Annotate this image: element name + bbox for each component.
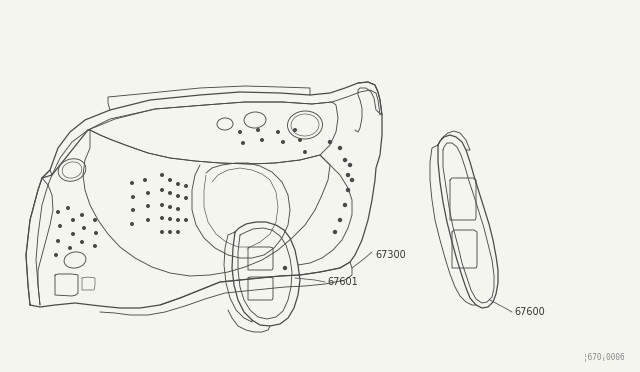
Circle shape xyxy=(349,164,351,167)
Circle shape xyxy=(81,241,83,243)
Circle shape xyxy=(282,141,284,143)
Circle shape xyxy=(177,195,179,197)
Circle shape xyxy=(242,142,244,144)
Circle shape xyxy=(333,231,337,234)
Text: ¦670¡0006: ¦670¡0006 xyxy=(584,353,625,362)
Circle shape xyxy=(83,227,85,229)
Circle shape xyxy=(276,131,279,133)
Circle shape xyxy=(339,218,342,221)
Circle shape xyxy=(346,173,349,176)
Circle shape xyxy=(161,204,163,206)
Circle shape xyxy=(67,207,69,209)
Text: 67601: 67601 xyxy=(327,277,358,287)
Circle shape xyxy=(161,174,163,176)
Circle shape xyxy=(54,254,58,256)
Circle shape xyxy=(169,218,172,220)
Circle shape xyxy=(68,247,71,249)
Circle shape xyxy=(93,245,96,247)
Circle shape xyxy=(161,217,163,219)
Circle shape xyxy=(169,192,172,194)
Circle shape xyxy=(147,205,149,207)
Circle shape xyxy=(344,203,346,206)
Circle shape xyxy=(185,185,188,187)
Circle shape xyxy=(339,147,342,150)
Circle shape xyxy=(185,197,188,199)
Circle shape xyxy=(95,232,97,234)
Circle shape xyxy=(72,219,74,221)
Circle shape xyxy=(144,179,147,181)
Circle shape xyxy=(81,214,83,216)
Text: 67600: 67600 xyxy=(514,307,545,317)
Circle shape xyxy=(294,129,296,131)
Circle shape xyxy=(304,151,307,153)
Circle shape xyxy=(93,219,96,221)
Circle shape xyxy=(169,231,172,233)
Circle shape xyxy=(72,233,74,235)
Circle shape xyxy=(161,189,163,191)
Circle shape xyxy=(57,240,60,242)
Circle shape xyxy=(346,189,349,192)
Circle shape xyxy=(328,141,332,144)
Circle shape xyxy=(132,209,134,211)
Circle shape xyxy=(177,183,179,185)
Circle shape xyxy=(177,219,179,221)
Circle shape xyxy=(260,139,263,141)
Circle shape xyxy=(284,266,287,269)
Circle shape xyxy=(59,225,61,227)
Circle shape xyxy=(147,219,149,221)
Circle shape xyxy=(351,179,353,182)
Circle shape xyxy=(257,129,259,131)
Circle shape xyxy=(147,192,149,194)
Circle shape xyxy=(131,223,133,225)
Circle shape xyxy=(57,211,60,213)
Circle shape xyxy=(177,231,179,233)
Text: 67300: 67300 xyxy=(375,250,406,260)
Circle shape xyxy=(185,219,188,221)
Circle shape xyxy=(161,231,163,233)
Circle shape xyxy=(131,182,133,184)
Circle shape xyxy=(344,158,346,161)
Circle shape xyxy=(169,206,172,208)
Circle shape xyxy=(169,179,172,181)
Circle shape xyxy=(299,139,301,141)
Circle shape xyxy=(132,196,134,198)
Circle shape xyxy=(177,208,179,210)
Circle shape xyxy=(239,131,241,133)
